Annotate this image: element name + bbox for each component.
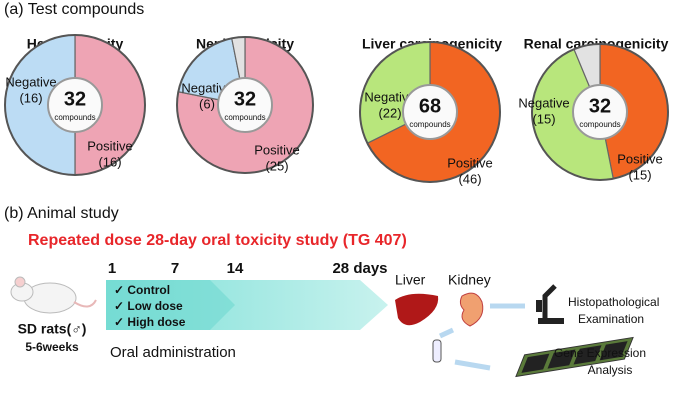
liver-icon (395, 293, 439, 326)
slice-label: Negative (5, 74, 56, 89)
center-total: 32 (64, 88, 86, 110)
analysis-text: Analysis (588, 363, 633, 377)
center-disc (217, 77, 273, 133)
center-total: 32 (234, 88, 256, 110)
pie-rim (4, 34, 146, 176)
slice-value-label: (16) (19, 90, 42, 105)
slice-label: Positive (254, 142, 300, 157)
slice-label: Positive (87, 138, 133, 153)
center-unit: compounds (409, 120, 450, 129)
center-total: 32 (589, 95, 611, 117)
group-label: ✓ Control (114, 283, 170, 297)
group-label: ✓ High dose (114, 315, 186, 329)
organ-label: Kidney (448, 272, 491, 288)
analysis-text: Examination (578, 312, 644, 326)
organ-label: Liver (395, 272, 426, 288)
slice-value-label: (25) (265, 158, 288, 173)
slice-label: Positive (447, 155, 493, 170)
route: Oral administration (110, 344, 236, 361)
slice-value-label: (15) (532, 111, 555, 126)
analysis-text: Histopathological (568, 295, 659, 309)
panel-b-label: (b) Animal study (4, 205, 119, 222)
animal-age: 5-6weeks (25, 340, 79, 354)
pie-rim (359, 41, 501, 183)
analysis-text: Gene Expression (554, 346, 646, 360)
day-label: 28 days (332, 260, 387, 277)
center-disc (572, 84, 628, 140)
timeline-arrow (106, 280, 235, 330)
chip-icon (515, 336, 634, 378)
day-label: 1 (108, 260, 116, 277)
tube-icon (432, 339, 442, 363)
center-total: 68 (419, 95, 441, 117)
panel-a-label: (a) Test compounds (4, 1, 144, 18)
pie-rim (531, 43, 669, 181)
slice-label: Negative (518, 95, 569, 110)
slice-label: Positive (617, 151, 663, 166)
group-label: ✓ Low dose (114, 299, 183, 313)
slice-value-label: (6) (199, 96, 215, 111)
center-disc (402, 84, 458, 140)
slice-label: Negative (364, 89, 415, 104)
slice-label: Negative (181, 80, 232, 95)
center-unit: compounds (579, 120, 620, 129)
center-disc (47, 77, 103, 133)
study-title: Repeated dose 28-day oral toxicity study… (28, 232, 407, 249)
arrow (454, 359, 491, 371)
animal: SD rats(♂) (18, 321, 87, 337)
center-unit: compounds (54, 113, 95, 122)
microscope-icon (536, 284, 564, 324)
center-unit: compounds (224, 113, 265, 122)
day-label: 7 (171, 260, 179, 277)
rat-icon (10, 276, 97, 314)
slice-value-label: (46) (458, 171, 481, 186)
slice-value-label: (15) (628, 167, 651, 182)
slice-value-label: (22) (378, 105, 401, 120)
kidney-icon (459, 292, 484, 327)
day-label: 14 (227, 260, 244, 277)
pie-rim (176, 36, 314, 174)
slice-value-label: (16) (98, 154, 121, 169)
arrow (438, 327, 455, 339)
